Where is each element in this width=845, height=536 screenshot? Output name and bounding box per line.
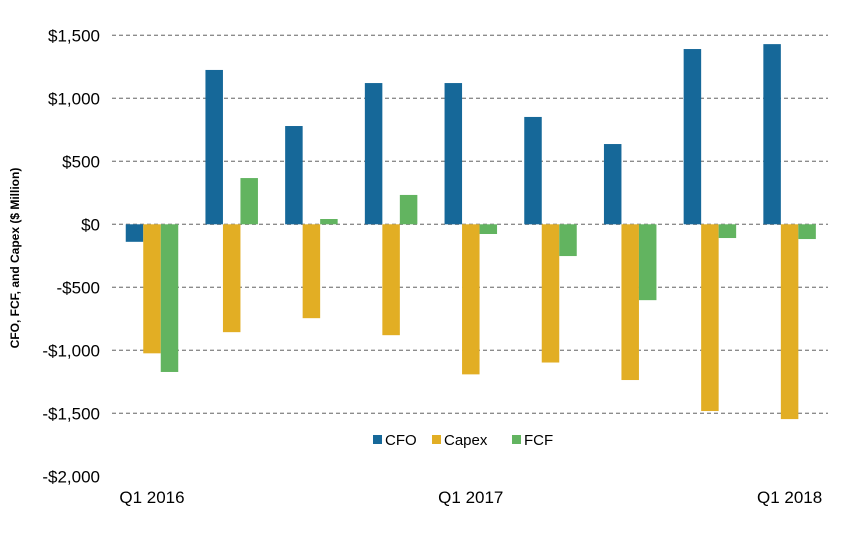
bar-cfo (364, 83, 383, 225)
bar-cfo (524, 116, 542, 225)
bar-fcf (718, 224, 737, 239)
legend: CFO Capex FCF (373, 432, 553, 449)
y-tick-label: -$1,000 (42, 341, 100, 360)
y-tick-label: -$2,000 (42, 467, 100, 486)
bar-capex (780, 224, 799, 420)
bar-cfo (683, 49, 702, 225)
y-axis-label: CFO, FCF, and Capex ($ Million) (8, 168, 22, 349)
x-tick-label: Q1 2016 (119, 488, 184, 507)
bar-fcf (559, 224, 577, 257)
bar-capex (302, 224, 321, 319)
bar-capex (541, 224, 560, 363)
x-axis-ticks: Q1 2016 Q1 2017 Q1 2018 (119, 488, 822, 507)
legend-label: Capex (444, 432, 488, 449)
x-tick-label: Q1 2018 (757, 488, 822, 507)
x-tick-label: Q1 2017 (438, 488, 503, 507)
bar-capex (143, 224, 161, 354)
bar-fcf (399, 194, 418, 225)
bars (125, 44, 816, 420)
bar-fcf (320, 219, 338, 225)
bar-capex (621, 224, 639, 381)
bar-capex (382, 224, 400, 336)
bar-cfo (444, 83, 463, 225)
legend-label: CFO (385, 432, 417, 449)
bar-fcf (160, 224, 179, 372)
bar-cfo (285, 126, 303, 225)
bar-fcf (638, 224, 657, 301)
y-tick-label: $500 (62, 152, 100, 171)
y-axis-ticks: $1,500 $1,000 $500 $0 -$500 -$1,000 -$1,500 -$2… (42, 26, 100, 486)
y-tick-label: -$500 (57, 278, 100, 297)
legend-swatch-fcf (512, 435, 521, 444)
bar-fcf (798, 224, 816, 240)
y-tick-label: $1,000 (48, 89, 100, 108)
bar-cfo (763, 44, 781, 225)
bar-capex (222, 224, 241, 333)
legend-label: FCF (524, 432, 553, 449)
y-tick-label: -$1,500 (42, 404, 100, 423)
y-tick-label: $0 (81, 215, 100, 234)
legend-swatch-capex (432, 435, 441, 444)
bar-fcf (479, 224, 498, 235)
bar-cfo (603, 144, 622, 225)
bar-cfo (205, 69, 223, 225)
bar-capex (701, 224, 719, 412)
bar-cfo (125, 224, 144, 242)
bar-capex (462, 224, 480, 375)
legend-swatch-cfo (373, 435, 382, 444)
y-tick-label: $1,500 (48, 26, 100, 45)
bar-fcf (240, 178, 258, 225)
